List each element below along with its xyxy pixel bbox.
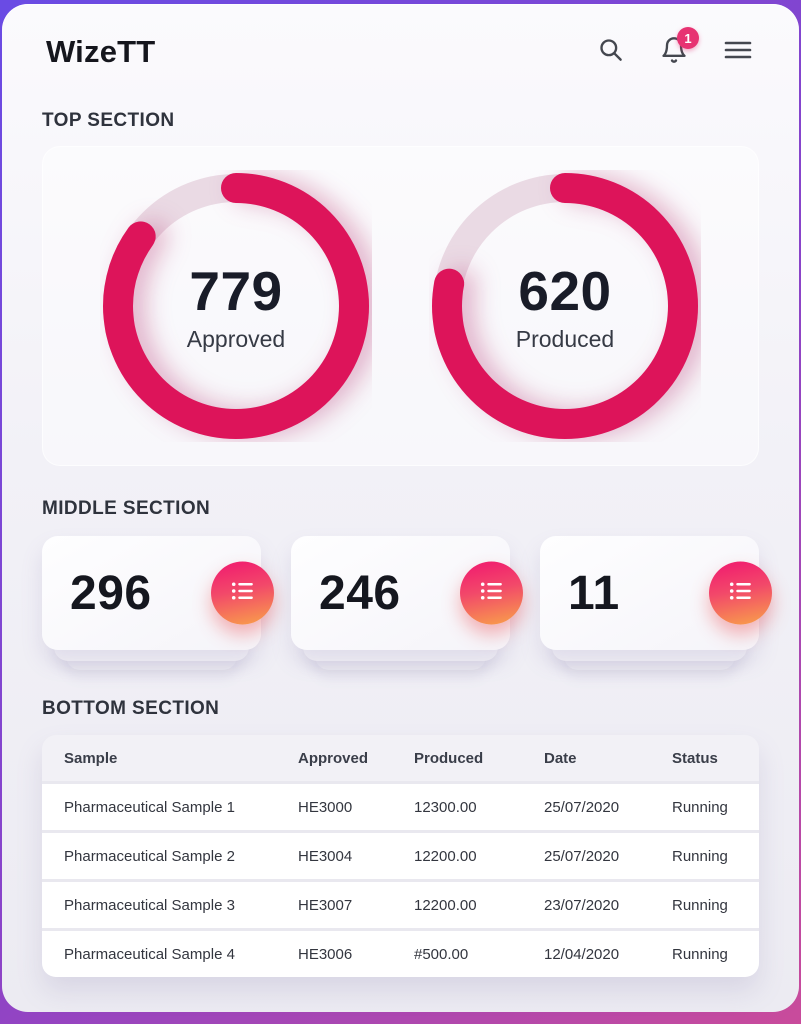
cell-approved: HE3004	[298, 847, 353, 865]
gauge-produced: 620 Produced	[429, 170, 701, 442]
notifications-button[interactable]: 1	[657, 27, 699, 69]
column-header-sample: Sample	[64, 749, 118, 767]
cell-status: Running	[672, 945, 728, 963]
stat-card-1: 296	[42, 536, 274, 670]
gauge-approved-ring	[103, 173, 369, 439]
dashboard-page: WizeTT 1	[2, 4, 799, 1012]
search-button[interactable]	[593, 35, 627, 69]
bottom-section-label: BOTTOM SECTION	[42, 698, 220, 719]
top-section-label: TOP SECTION	[42, 110, 175, 131]
stat-cards-row: 296 246	[42, 536, 772, 670]
list-icon	[478, 577, 505, 609]
cell-status: Running	[672, 847, 728, 865]
cell-date: 25/07/2020	[544, 847, 620, 865]
table-row[interactable]: Pharmaceutical Sample 1 HE3000 12300.00 …	[42, 784, 759, 830]
stat-list-button-1[interactable]	[211, 561, 274, 625]
list-icon	[727, 577, 754, 609]
menu-button[interactable]	[721, 35, 755, 69]
column-header-date: Date	[544, 749, 577, 767]
gauge-approved: 779 Approved	[100, 170, 372, 442]
approved-label: Approved	[186, 326, 286, 352]
cell-sample: Pharmaceutical Sample 3	[64, 896, 235, 914]
cell-status: Running	[672, 896, 728, 914]
stat-list-button-2[interactable]	[460, 561, 523, 625]
gauges-panel: 779 Approved 620 Produced	[42, 146, 759, 466]
cell-date: 25/07/2020	[544, 798, 620, 816]
stat-value-3: 11	[568, 566, 620, 620]
table-row[interactable]: Pharmaceutical Sample 3 HE3007 12200.00 …	[42, 882, 759, 928]
column-header-produced: Produced	[414, 749, 484, 767]
column-header-approved: Approved	[298, 749, 369, 767]
gauge-produced-ring	[432, 173, 698, 439]
cell-sample: Pharmaceutical Sample 4	[64, 945, 235, 963]
produced-label: Produced	[515, 326, 615, 352]
stat-value-1: 296	[70, 566, 152, 620]
bell-icon	[660, 36, 688, 69]
header-actions: 1	[593, 27, 755, 69]
samples-table: Sample Approved Produced Date Status Pha…	[42, 735, 759, 977]
hamburger-menu-icon	[723, 38, 753, 67]
header: WizeTT 1	[42, 27, 759, 70]
cell-date: 12/04/2020	[544, 945, 620, 963]
cell-produced: 12200.00	[414, 847, 477, 865]
table-row[interactable]: Pharmaceutical Sample 4 HE3006 #500.00 1…	[42, 931, 759, 977]
cell-produced: #500.00	[414, 945, 469, 963]
cell-date: 23/07/2020	[544, 896, 620, 914]
approved-count: 779	[189, 260, 283, 322]
middle-section-label: MIDDLE SECTION	[42, 498, 211, 519]
cell-produced: 12200.00	[414, 896, 477, 914]
notification-badge: 1	[677, 27, 699, 49]
stat-card-3: 11	[540, 536, 772, 670]
list-icon	[229, 577, 256, 609]
produced-count: 620	[518, 260, 612, 322]
cell-approved: HE3000	[298, 798, 353, 816]
cell-sample: Pharmaceutical Sample 1	[64, 798, 235, 816]
table-header-row: Sample Approved Produced Date Status	[42, 735, 759, 781]
stat-card-2: 246	[291, 536, 523, 670]
table-row[interactable]: Pharmaceutical Sample 2 HE3004 12200.00 …	[42, 833, 759, 879]
app-title: WizeTT	[46, 34, 156, 69]
cell-approved: HE3006	[298, 945, 353, 963]
column-header-status: Status	[672, 749, 718, 767]
search-icon	[597, 36, 624, 68]
stat-value-2: 246	[319, 566, 401, 620]
cell-sample: Pharmaceutical Sample 2	[64, 847, 235, 865]
stat-list-button-3[interactable]	[709, 561, 772, 625]
cell-produced: 12300.00	[414, 798, 477, 816]
cell-status: Running	[672, 798, 728, 816]
cell-approved: HE3007	[298, 896, 353, 914]
